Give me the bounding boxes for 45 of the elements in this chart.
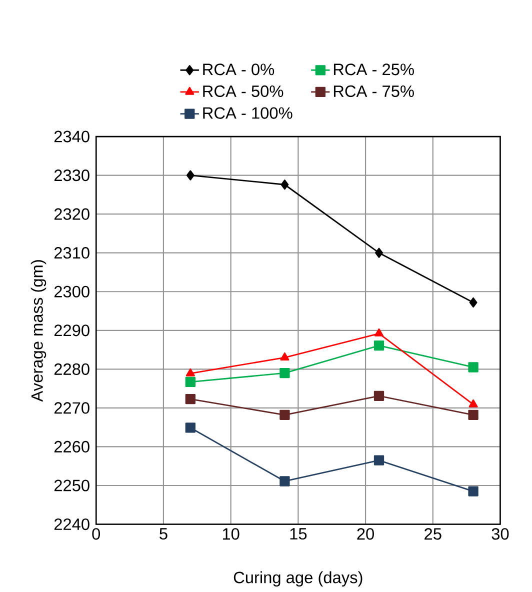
x-tick-label: 25	[424, 528, 442, 540]
point	[280, 410, 290, 420]
point	[280, 476, 290, 486]
legend-label: RCA - 75%	[334, 85, 414, 98]
legend-label: RCA - 50%	[203, 85, 284, 98]
point	[185, 422, 196, 433]
y-tick-label: 2260	[54, 440, 90, 453]
x-tick-label: 20	[357, 528, 374, 540]
point	[186, 170, 194, 180]
point	[468, 399, 478, 408]
point	[374, 340, 384, 351]
legend-label: RCA - 25%	[334, 64, 414, 76]
point	[280, 352, 290, 360]
y-tick-label: 2340	[54, 130, 90, 142]
x-tick-label: 5	[160, 528, 168, 540]
y-tick-label: 2310	[54, 247, 90, 259]
point	[280, 368, 290, 378]
x-tick-label: 10	[223, 528, 240, 540]
point	[280, 180, 289, 190]
y-tick-label: 2330	[54, 170, 90, 182]
point	[185, 394, 196, 404]
point	[468, 486, 478, 496]
y-tick-label: 2320	[54, 208, 90, 220]
y-tick-label: 2240	[54, 518, 90, 530]
x-tick-label: 30	[492, 528, 509, 540]
point	[469, 297, 478, 308]
y-tick-label: 2300	[54, 286, 90, 298]
legend-label: RCA - 100%	[203, 107, 292, 119]
point	[374, 328, 384, 336]
y-tick-label: 2270	[54, 402, 90, 414]
y-tick-label: 2290	[54, 324, 90, 336]
x-tick-label: 0	[92, 528, 100, 540]
point	[468, 410, 478, 420]
point	[374, 390, 384, 402]
point	[374, 455, 384, 466]
point	[185, 376, 196, 388]
y-tick-label: 2280	[54, 363, 90, 375]
y-axis-title: Average mass (gm)	[30, 260, 46, 402]
point	[468, 362, 478, 372]
x-axis-title: Curing age (days)	[234, 571, 362, 587]
point	[186, 368, 195, 376]
legend-label: RCA - 0%	[203, 64, 274, 76]
y-tick-label: 2250	[54, 480, 90, 492]
x-tick-label: 15	[290, 528, 307, 540]
point	[375, 248, 384, 258]
